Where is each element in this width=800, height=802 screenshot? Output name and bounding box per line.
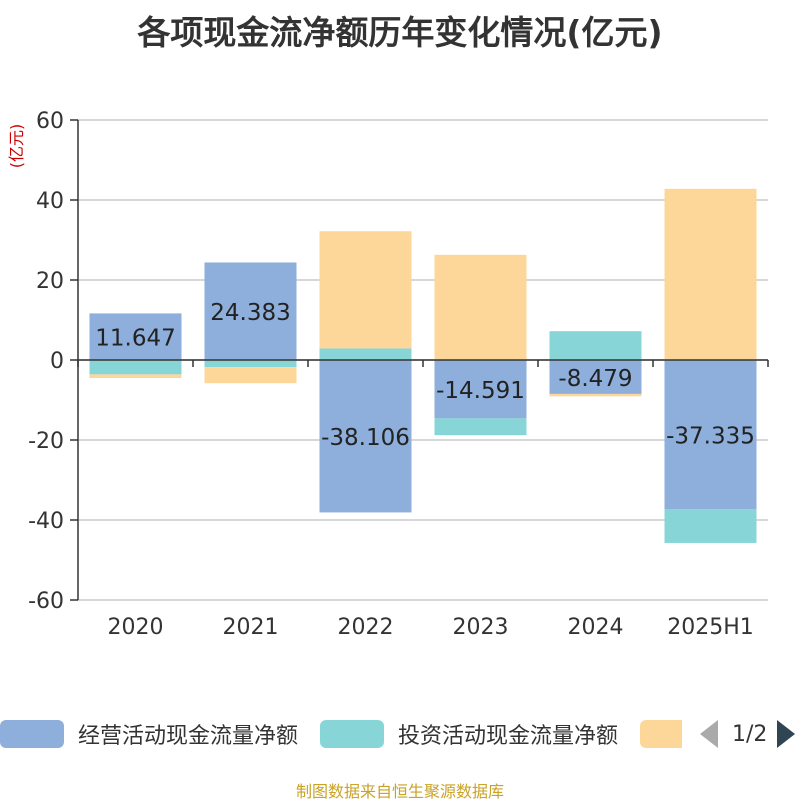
legend-item-investing[interactable]: 投资活动现金流量净额 [320,716,618,752]
bar-financing-2021 [204,367,297,384]
x-tick-label-2025H1: 2025H1 [667,615,754,640]
chart-title: 各项现金流净额历年变化情况(亿元) [137,13,663,52]
y-tick-labels: 60 40 20 0 -20 -40 -60 [28,109,78,614]
bar-operating-2020 [89,313,182,360]
data-label-operating-2025H1: -37.335 [666,424,755,450]
next-page-icon[interactable] [777,720,796,748]
y-tick-label: -20 [28,429,64,454]
data-label-operating-2021: 24.383 [210,300,290,326]
bar-investing-2022 [319,348,412,360]
bar-operating-2022 [319,360,412,513]
x-tick-label-2023: 2023 [453,615,509,640]
bar-operating-2024 [549,360,642,394]
x-tick-label-2022: 2022 [338,615,394,640]
bars [89,188,757,543]
bar-investing-2023 [434,418,527,436]
legend-swatch-investing [320,720,384,748]
x-tick-labels: 2020 2021 2022 2023 2024 2025H1 [108,615,754,640]
y-tick-label: -40 [28,509,64,534]
bar-financing-2020 [89,374,182,378]
bar-operating-2023 [434,360,527,419]
x-tick-label-2024: 2024 [568,615,624,640]
legend-pager: 1/2 [700,716,800,752]
y-tick-label: 60 [36,109,64,134]
y-tick-label: 40 [36,189,64,214]
legend: 经营活动现金流量净额 投资活动现金流量净额 1/2 [0,716,800,752]
prev-page-icon[interactable] [700,720,718,748]
legend-item-operating[interactable]: 经营活动现金流量净额 [0,716,298,752]
bar-financing-2022 [319,231,412,349]
y-tick-label: -60 [28,589,64,614]
x-tick-label-2021: 2021 [223,615,279,640]
y-axis-unit-label: (亿元) [7,124,26,169]
data-label-operating-2024: -8.479 [558,366,632,392]
data-label-operating-2023: -14.591 [436,378,525,404]
bar-financing-2023 [434,254,527,360]
legend-swatch-financing [640,720,682,748]
bar-investing-2025H1 [664,509,757,543]
data-source-note: 制图数据来自恒生聚源数据库 [295,782,504,801]
legend-label-operating: 经营活动现金流量净额 [78,724,299,749]
bar-investing-2021 [204,360,297,368]
bar-investing-2020 [89,360,182,375]
legend-item-financing[interactable] [640,716,682,752]
bar-operating-2021 [204,262,297,360]
y-tick-label: 0 [50,349,64,374]
legend-page-indicator: 1/2 [732,721,768,747]
bar-operating-2025H1 [664,360,757,510]
x-tick-label-2020: 2020 [108,615,164,640]
y-tick-label: 20 [36,269,64,294]
data-label-operating-2020: 11.647 [95,326,175,352]
bar-financing-2025H1 [664,188,757,360]
legend-swatch-operating [0,720,64,748]
bar-financing-2024 [549,393,642,397]
data-label-operating-2022: -38.106 [321,425,410,451]
axes [77,120,769,600]
data-labels: 11.647 24.383 -38.106 -14.591 -8.479 -37.335 [95,300,755,451]
bar-investing-2024 [549,331,642,360]
legend-label-investing: 投资活动现金流量净额 [398,724,619,749]
